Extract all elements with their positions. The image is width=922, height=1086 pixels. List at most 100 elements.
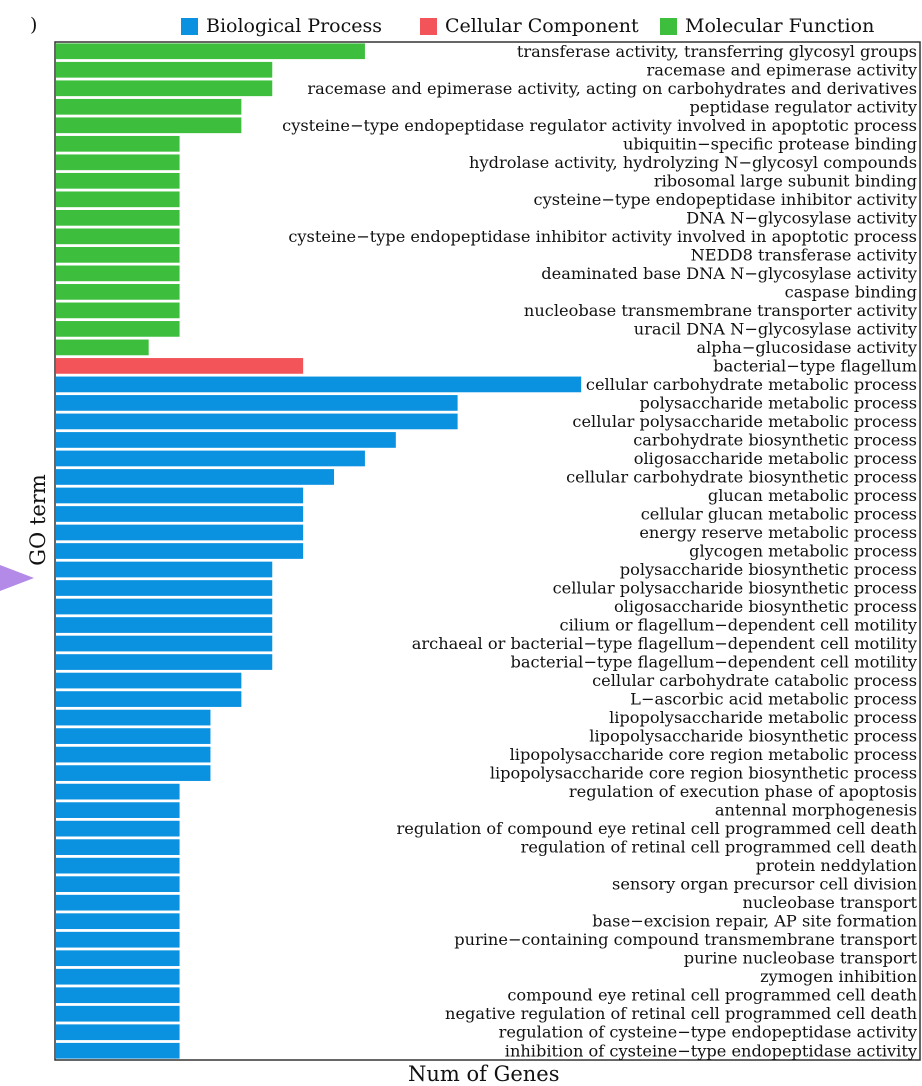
bar-regulation-of-retinal-cell-programmed-cell-death <box>56 839 180 855</box>
bar-l-ascorbic-acid-metabolic-process <box>56 691 242 707</box>
bar-archaeal-or-bacterial-type-flagellum-dependent-cell-motility <box>56 635 273 652</box>
bar-label-regulation-of-retinal-cell-programmed-cell-death: regulation of retinal cell programmed ce… <box>521 838 917 857</box>
bar-label-cysteine-type-endopeptidase-inhibitor-activity: cysteine−type endopeptidase inhibitor ac… <box>534 190 918 209</box>
bar-label-zymogen-inhibition: zymogen inhibition <box>760 967 917 986</box>
bar-cellular-polysaccharide-metabolic-process <box>56 413 458 430</box>
bar-label-transferase-activity-transferring-glycosyl-groups: transferase activity, transferring glyco… <box>517 42 917 61</box>
bar-antennal-morphogenesis <box>56 802 180 818</box>
legend-label-biological-process: Biological Process <box>206 15 383 37</box>
bar-alpha-glucosidase-activity <box>56 339 149 356</box>
legend-swatch-cellular-component <box>420 17 437 35</box>
bar-hydrolase-activity-hydrolyzing-n-glycosyl-compounds <box>56 154 180 171</box>
bar-deaminated-base-dna-n-glycosylase-activity <box>56 265 180 282</box>
bar-lipopolysaccharide-core-region-metabolic-process <box>56 746 211 763</box>
bar-label-purine-nucleobase-transport: purine nucleobase transport <box>684 949 918 968</box>
bar-nedd8-transferase-activity <box>56 247 180 263</box>
bar-label-bacterial-type-flagellum: bacterial−type flagellum <box>713 356 917 375</box>
bar-label-nedd8-transferase-activity: NEDD8 transferase activity <box>691 245 918 264</box>
bar-label-glycogen-metabolic-process: glycogen metabolic process <box>689 542 917 561</box>
bar-label-polysaccharide-metabolic-process: polysaccharide metabolic process <box>640 393 917 412</box>
legend-item-biological-process: Biological Process <box>181 14 382 38</box>
bar-cysteine-type-endopeptidase-inhibitor-activity <box>56 191 180 208</box>
bar-purine-containing-compound-transmembrane-transport <box>56 931 180 948</box>
bar-caspase-binding <box>56 284 180 300</box>
bar-label-purine-containing-compound-transmembrane-transport: purine−containing compound transmembrane… <box>454 930 917 949</box>
bar-polysaccharide-metabolic-process <box>56 395 458 411</box>
bar-lipopolysaccharide-core-region-biosynthetic-process <box>56 765 211 781</box>
bar-label-caspase-binding: caspase binding <box>785 282 917 301</box>
bar-base-excision-repair-ap-site-formation <box>56 913 180 930</box>
bar-ribosomal-large-subunit-binding <box>56 172 180 189</box>
bar-label-oligosaccharide-biosynthetic-process: oligosaccharide biosynthetic process <box>614 597 917 616</box>
bar-bacterial-type-flagellum-dependent-cell-motility <box>56 654 273 670</box>
bar-uracil-dna-n-glycosylase-activity <box>56 321 180 337</box>
bar-label-polysaccharide-biosynthetic-process: polysaccharide biosynthetic process <box>620 560 917 579</box>
bar-label-nucleobase-transport: nucleobase transport <box>743 893 918 912</box>
bar-nucleobase-transport <box>56 894 180 911</box>
bar-label-cellular-carbohydrate-catabolic-process: cellular carbohydrate catabolic process <box>592 671 917 690</box>
bar-label-lipopolysaccharide-biosynthetic-process: lipopolysaccharide biosynthetic process <box>589 727 917 746</box>
bar-oligosaccharide-biosynthetic-process <box>56 598 273 615</box>
bar-cellular-glucan-metabolic-process <box>56 506 304 522</box>
bar-label-cysteine-type-endopeptidase-inhibitor-activity-involved-in-apoptotic-process: cysteine−type endopeptidase inhibitor ac… <box>288 227 917 246</box>
bar-label-cellular-polysaccharide-metabolic-process: cellular polysaccharide metabolic proces… <box>572 412 917 431</box>
bar-label-racemase-and-epimerase-activity: racemase and epimerase activity <box>647 60 918 79</box>
bar-racemase-and-epimerase-activity-acting-on-carbohydrates-and-derivatives <box>56 80 273 97</box>
bar-oligosaccharide-metabolic-process <box>56 450 365 467</box>
bar-cellular-carbohydrate-biosynthetic-process <box>56 469 335 485</box>
legend-label-cellular-component: Cellular Component <box>445 15 639 37</box>
bar-protein-neddylation <box>56 857 180 874</box>
bar-label-uracil-dna-n-glycosylase-activity: uracil DNA N−glycosylase activity <box>634 319 918 338</box>
bar-label-lipopolysaccharide-core-region-biosynthetic-process: lipopolysaccharide core region biosynthe… <box>490 764 917 783</box>
bar-glycogen-metabolic-process <box>56 543 304 559</box>
bar-label-glucan-metabolic-process: glucan metabolic process <box>708 486 917 505</box>
bar-label-base-excision-repair-ap-site-formation: base−excision repair, AP site formation <box>592 912 917 931</box>
bar-regulation-of-cysteine-type-endopeptidase-activity <box>56 1024 180 1041</box>
bar-label-protein-neddylation: protein neddylation <box>756 856 917 875</box>
bar-label-ribosomal-large-subunit-binding: ribosomal large subunit binding <box>654 171 917 190</box>
bar-peptidase-regulator-activity <box>56 98 242 115</box>
bar-label-regulation-of-cysteine-type-endopeptidase-activity: regulation of cysteine−type endopeptidas… <box>499 1023 918 1042</box>
bar-regulation-of-compound-eye-retinal-cell-programmed-cell-death <box>56 820 180 837</box>
bar-label-cysteine-type-endopeptidase-regulator-activity-involved-in-apoptotic-process: cysteine−type endopeptidase regulator ac… <box>282 116 917 135</box>
bar-glucan-metabolic-process <box>56 487 304 504</box>
bar-label-oligosaccharide-metabolic-process: oligosaccharide metabolic process <box>634 449 917 468</box>
bar-cellular-polysaccharide-biosynthetic-process <box>56 580 273 596</box>
panel-label: ) <box>30 14 38 36</box>
legend-item-molecular-function: Molecular Function <box>660 14 874 38</box>
legend-swatch-molecular-function <box>660 17 677 35</box>
bar-label-cilium-or-flagellum-dependent-cell-motility: cilium or flagellum−dependent cell motil… <box>560 616 918 635</box>
bar-cilium-or-flagellum-dependent-cell-motility <box>56 617 273 633</box>
decorative-arrow-shape <box>0 565 34 591</box>
bar-zymogen-inhibition <box>56 968 180 985</box>
bar-label-energy-reserve-metabolic-process: energy reserve metabolic process <box>639 523 917 542</box>
bar-label-archaeal-or-bacterial-type-flagellum-dependent-cell-motility: archaeal or bacterial−type flagellum−dep… <box>412 634 918 653</box>
bar-label-negative-regulation-of-retinal-cell-programmed-cell-death: negative regulation of retinal cell prog… <box>445 1004 917 1023</box>
bar-label-nucleobase-transmembrane-transporter-activity: nucleobase transmembrane transporter act… <box>524 301 918 320</box>
plot-frame <box>54 41 921 1061</box>
y-axis-label: GO term <box>26 474 50 566</box>
bar-polysaccharide-biosynthetic-process <box>56 561 273 578</box>
bar-bacterial-type-flagellum <box>56 358 304 374</box>
bar-label-antennal-morphogenesis: antennal morphogenesis <box>715 801 917 820</box>
bar-cellular-carbohydrate-metabolic-process <box>56 376 582 393</box>
bar-label-compound-eye-retinal-cell-programmed-cell-death: compound eye retinal cell programmed cel… <box>507 986 917 1005</box>
legend-label-molecular-function: Molecular Function <box>685 15 875 37</box>
bar-dna-n-glycosylase-activity <box>56 209 180 226</box>
bar-label-cellular-carbohydrate-biosynthetic-process: cellular carbohydrate biosynthetic proce… <box>566 467 917 486</box>
bar-lipopolysaccharide-biosynthetic-process <box>56 728 211 744</box>
bar-label-bacterial-type-flagellum-dependent-cell-motility: bacterial−type flagellum−dependent cell … <box>510 653 917 672</box>
bar-racemase-and-epimerase-activity <box>56 61 273 78</box>
bar-label-cellular-carbohydrate-metabolic-process: cellular carbohydrate metabolic process <box>586 375 917 394</box>
bar-label-racemase-and-epimerase-activity-acting-on-carbohydrates-and-derivatives: racemase and epimerase activity, acting … <box>307 79 917 98</box>
bar-label-dna-n-glycosylase-activity: DNA N−glycosylase activity <box>686 208 918 227</box>
bar-carbohydrate-biosynthetic-process <box>56 432 396 448</box>
bar-negative-regulation-of-retinal-cell-programmed-cell-death <box>56 1005 180 1022</box>
bar-cellular-carbohydrate-catabolic-process <box>56 672 242 689</box>
bar-label-peptidase-regulator-activity: peptidase regulator activity <box>690 97 918 116</box>
legend-swatch-biological-process <box>181 17 198 35</box>
bar-purine-nucleobase-transport <box>56 950 180 967</box>
legend-item-cellular-component: Cellular Component <box>420 14 639 38</box>
bar-label-hydrolase-activity-hydrolyzing-n-glycosyl-compounds: hydrolase activity, hydrolyzing N−glycos… <box>469 153 917 172</box>
